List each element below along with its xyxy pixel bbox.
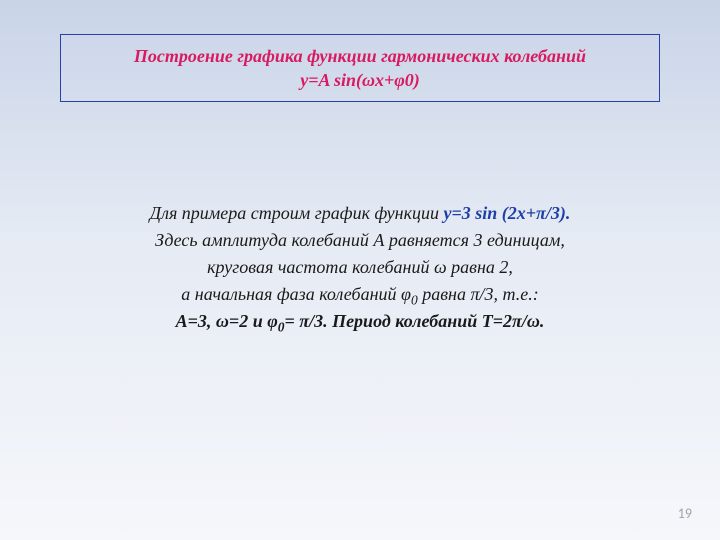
body-line-5: А=3, ω=2 и φ0= π/3. Период колебаний Т=2… [60,308,660,335]
body-text: Для примера строим график функции y=3 si… [60,200,660,335]
title-box: Построение графика функции гармонических… [60,34,660,102]
body-line-4-sub: 0 [411,293,418,308]
body-line-2: Здесь амплитуда колебаний А равняется 3 … [60,227,660,254]
body-line-1-prefix: Для примера строим график функции [150,203,444,223]
body-line-1-formula: y=3 sin (2x+π/3). [444,203,571,223]
body-line-4-pre: а начальная фаза колебаний φ [181,284,411,304]
body-line-3: круговая частота колебаний ω равна 2, [60,254,660,281]
body-line-4-post: равна π/3, т.е.: [418,284,539,304]
page-number: 19 [678,505,692,522]
body-line-5-a: А=3, ω=2 и φ [176,311,278,331]
body-line-4: а начальная фаза колебаний φ0 равна π/3,… [60,281,660,308]
body-line-5-b: = π/3. Период колебаний Т=2π/ω. [284,311,544,331]
title-line-2: y=A sin(ωx+φ0) [300,68,420,92]
body-line-1: Для примера строим график функции y=3 si… [60,200,660,227]
title-line-1: Построение графика функции гармонических… [134,44,586,68]
